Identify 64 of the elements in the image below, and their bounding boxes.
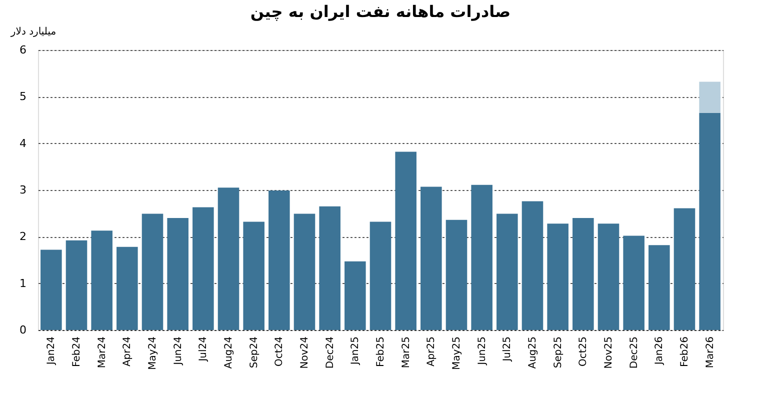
y-tick-label: 5	[20, 90, 26, 104]
bar	[496, 214, 518, 330]
bar	[699, 113, 720, 330]
x-tick-label: Dec25	[628, 336, 640, 369]
bar	[395, 152, 416, 330]
x-tick-label: Jun25	[476, 336, 488, 366]
bar	[218, 188, 240, 330]
x-tick-label: Feb24	[72, 336, 83, 367]
x-tick-label: Jan24	[46, 336, 58, 366]
x-tick-label: Aug24	[224, 336, 235, 369]
x-tick-label: Jan25	[350, 336, 362, 366]
x-tick-label: Dec24	[324, 336, 336, 369]
x-tick-label: Apr24	[122, 336, 134, 367]
x-tick-label: May24	[148, 336, 159, 370]
bar	[40, 250, 62, 330]
y-tick-label: 0	[20, 324, 26, 336]
x-tick-label: Apr25	[426, 336, 438, 367]
y-tick-label: 4	[20, 136, 26, 150]
x-tick-label: Jul25	[502, 336, 514, 362]
y-tick-label: 1	[20, 276, 26, 290]
bar	[142, 214, 164, 330]
y-axis-title: میلیارد دلار	[10, 26, 56, 38]
x-tick-label: Oct24	[274, 336, 286, 367]
x-tick-label: Oct25	[578, 336, 590, 367]
bar	[674, 208, 696, 330]
x-tick-label: Mar26	[704, 336, 716, 368]
bar	[91, 230, 112, 330]
chart-title: صادرات ماهانه نفت ایران به چین	[250, 2, 511, 21]
x-tick-label: May25	[452, 336, 462, 370]
x-tick-label: Jan26	[654, 336, 666, 366]
bar	[420, 186, 442, 330]
bar	[294, 214, 316, 330]
x-tick-label: Nov24	[300, 336, 310, 369]
y-tick-label: 6	[20, 44, 26, 56]
y-tick-label: 3	[20, 184, 26, 196]
bar	[522, 201, 544, 330]
x-tick-label: Aug25	[527, 336, 538, 369]
bar	[623, 236, 644, 330]
bar	[167, 218, 188, 330]
bar	[471, 184, 492, 330]
bar	[319, 206, 340, 330]
bar	[572, 218, 594, 330]
x-tick-label: Feb26	[679, 336, 690, 367]
bar	[243, 222, 264, 330]
bar	[268, 190, 290, 330]
x-tick-label: Jul24	[198, 336, 210, 362]
bar	[547, 224, 568, 330]
x-tick-label: Nov25	[603, 336, 614, 369]
x-tick-label: Sep25	[552, 336, 564, 368]
bar	[192, 207, 214, 330]
x-tick-label: Mar24	[96, 336, 108, 368]
x-tick-label: Mar25	[400, 336, 412, 368]
x-tick-label: Jun24	[172, 336, 184, 366]
bar	[116, 246, 138, 330]
bar	[370, 222, 392, 330]
x-tick-label: Sep24	[248, 336, 260, 368]
bar	[699, 82, 720, 113]
x-tick-label: Feb25	[376, 336, 386, 367]
bar	[446, 220, 468, 330]
bar	[66, 240, 88, 330]
bar	[648, 245, 670, 330]
y-tick-label: 2	[20, 230, 26, 244]
bar	[598, 224, 620, 330]
bar	[344, 261, 366, 330]
